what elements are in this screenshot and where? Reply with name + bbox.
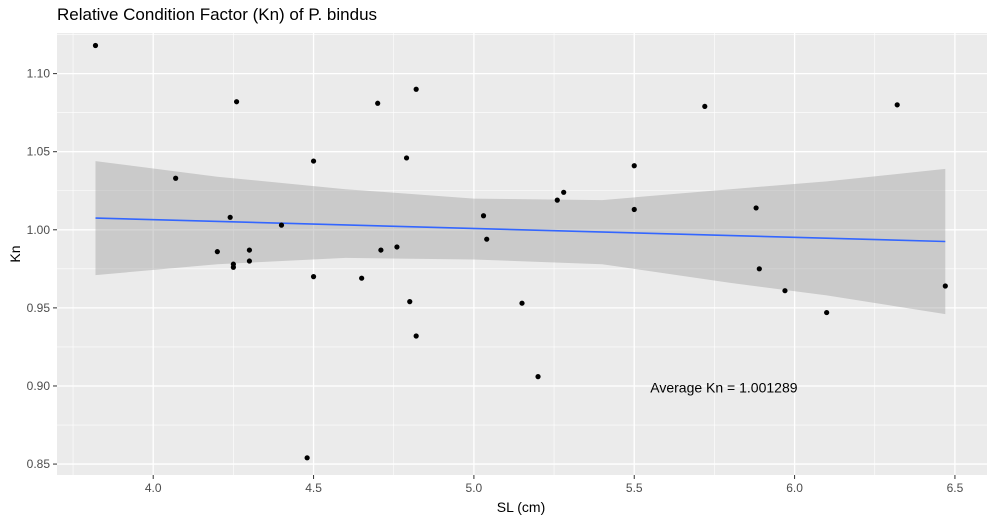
y-axis-label: Kn	[7, 245, 23, 262]
y-tick-label: 1.05	[27, 145, 51, 159]
data-point	[375, 100, 381, 106]
data-point	[246, 258, 253, 264]
data-point	[480, 213, 487, 219]
data-point	[413, 86, 419, 92]
x-tick-label: 6.5	[947, 481, 964, 495]
x-tick-label: 4.5	[305, 481, 322, 495]
data-point	[894, 102, 900, 108]
y-tick-label: 0.90	[27, 379, 51, 393]
data-point	[561, 189, 567, 195]
y-tick-label: 1.00	[27, 223, 51, 237]
x-tick-label: 5.0	[466, 481, 483, 495]
data-point	[230, 264, 236, 270]
regression-line	[95, 217, 946, 243]
data-point	[173, 175, 179, 181]
data-point	[942, 283, 948, 289]
data-point	[782, 288, 788, 294]
fit-line	[95, 217, 946, 243]
data-point	[359, 275, 365, 281]
y-tick-label: 0.85	[27, 457, 51, 471]
data-point	[413, 333, 419, 339]
y-tick-label: 1.10	[27, 67, 51, 81]
data-point	[519, 300, 525, 306]
data-point	[227, 214, 233, 220]
data-points	[92, 42, 948, 461]
y-axis-ticks: 0.85 0.90 0.95 1.00 1.05 1.10	[27, 67, 57, 471]
data-point	[310, 158, 317, 164]
confidence-band-area	[95, 161, 946, 315]
data-point	[214, 249, 220, 255]
data-point	[753, 205, 759, 211]
x-tick-label: 5.5	[626, 481, 643, 495]
data-point	[554, 197, 560, 203]
data-point	[304, 455, 310, 461]
data-point	[92, 42, 99, 49]
data-point	[403, 155, 410, 161]
data-point	[233, 99, 240, 105]
data-point	[394, 244, 400, 250]
data-point	[310, 274, 317, 280]
data-point	[702, 103, 708, 110]
chart-title: Relative Condition Factor (Kn) of P. bin…	[57, 5, 378, 24]
confidence-band	[95, 161, 946, 315]
data-point	[631, 163, 637, 169]
average-kn-annotation: Average Kn = 1.001289	[650, 380, 797, 396]
data-point	[824, 309, 830, 316]
data-point	[756, 266, 762, 272]
data-point	[407, 299, 413, 305]
y-tick-label: 0.95	[27, 301, 51, 315]
x-axis-ticks: 4.0 4.5 5.0 5.5 6.0 6.5	[145, 475, 964, 495]
plot-panel	[57, 33, 987, 475]
data-point	[484, 236, 490, 242]
minor-grid	[57, 33, 987, 475]
data-point	[535, 374, 541, 380]
data-point	[631, 206, 637, 213]
data-point	[246, 247, 253, 253]
x-tick-label: 6.0	[786, 481, 803, 495]
data-point	[278, 222, 285, 228]
x-axis-label: SL (cm)	[497, 499, 545, 515]
data-point	[378, 247, 384, 253]
x-tick-label: 4.0	[145, 481, 162, 495]
